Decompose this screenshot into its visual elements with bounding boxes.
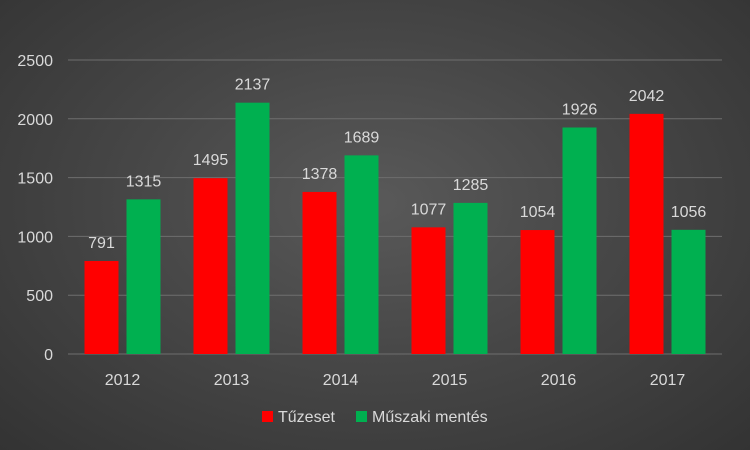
gridlines <box>68 59 722 355</box>
data-label-muszaki-mentes-2017: 1056 <box>671 204 707 221</box>
bar-muszaki-mentes-2014 <box>344 155 379 354</box>
data-label-muszaki-mentes-2016: 1926 <box>562 102 598 119</box>
x-tick-label-2016: 2016 <box>541 372 577 389</box>
data-label-tuzeset-2013: 1495 <box>193 152 229 169</box>
data-labels: 791 1315 1495 2137 1378 1689 1077 1285 1054 1926 2… <box>88 77 706 252</box>
y-tick-label-1500: 1500 <box>17 171 53 188</box>
legend-swatch-tuzeset <box>262 411 273 422</box>
bar-tuzeset-2015 <box>411 227 446 354</box>
x-tick-label-2013: 2013 <box>214 372 250 389</box>
data-label-muszaki-mentes-2013: 2137 <box>235 77 271 94</box>
data-label-tuzeset-2017: 2042 <box>629 88 665 105</box>
bar-muszaki-mentes-2012 <box>126 199 161 354</box>
bars <box>84 102 706 354</box>
bar-tuzeset-2013 <box>193 178 228 354</box>
bar-muszaki-mentes-2017 <box>671 229 706 354</box>
legend-label-tuzeset: Tűzeset <box>278 409 335 426</box>
bar-tuzeset-2014 <box>302 191 337 354</box>
legend: Tűzeset Műszaki mentés <box>262 409 488 426</box>
data-label-muszaki-mentes-2014: 1689 <box>344 129 380 146</box>
data-label-tuzeset-2015: 1077 <box>411 201 447 218</box>
legend-swatch-muszaki-mentes <box>356 411 367 422</box>
y-tick-label-1000: 1000 <box>17 229 53 246</box>
y-tick-label-0: 0 <box>44 347 53 364</box>
data-label-tuzeset-2014: 1378 <box>302 166 338 183</box>
bar-muszaki-mentes-2015 <box>453 202 488 354</box>
data-label-muszaki-mentes-2012: 1315 <box>126 173 162 190</box>
x-axis-tick-labels: 2012 2013 2014 2015 2016 2017 <box>105 372 686 389</box>
y-tick-label-2500: 2500 <box>17 53 53 70</box>
x-tick-label-2017: 2017 <box>650 372 686 389</box>
data-label-tuzeset-2012: 791 <box>88 235 115 252</box>
bar-tuzeset-2017 <box>629 113 664 354</box>
bar-tuzeset-2016 <box>520 230 555 354</box>
bar-muszaki-mentes-2016 <box>562 127 597 354</box>
y-tick-label-2000: 2000 <box>17 112 53 129</box>
bar-tuzeset-2012 <box>84 260 119 354</box>
x-tick-label-2012: 2012 <box>105 372 141 389</box>
legend-label-muszaki-mentes: Műszaki mentés <box>372 409 488 426</box>
y-axis-tick-labels: 0 500 1000 1500 2000 2500 <box>17 53 53 364</box>
x-tick-label-2015: 2015 <box>432 372 468 389</box>
data-label-tuzeset-2016: 1054 <box>520 204 556 221</box>
x-tick-label-2014: 2014 <box>323 372 359 389</box>
data-label-muszaki-mentes-2015: 1285 <box>453 177 489 194</box>
bar-muszaki-mentes-2013 <box>235 102 270 354</box>
y-tick-label-500: 500 <box>26 288 53 305</box>
